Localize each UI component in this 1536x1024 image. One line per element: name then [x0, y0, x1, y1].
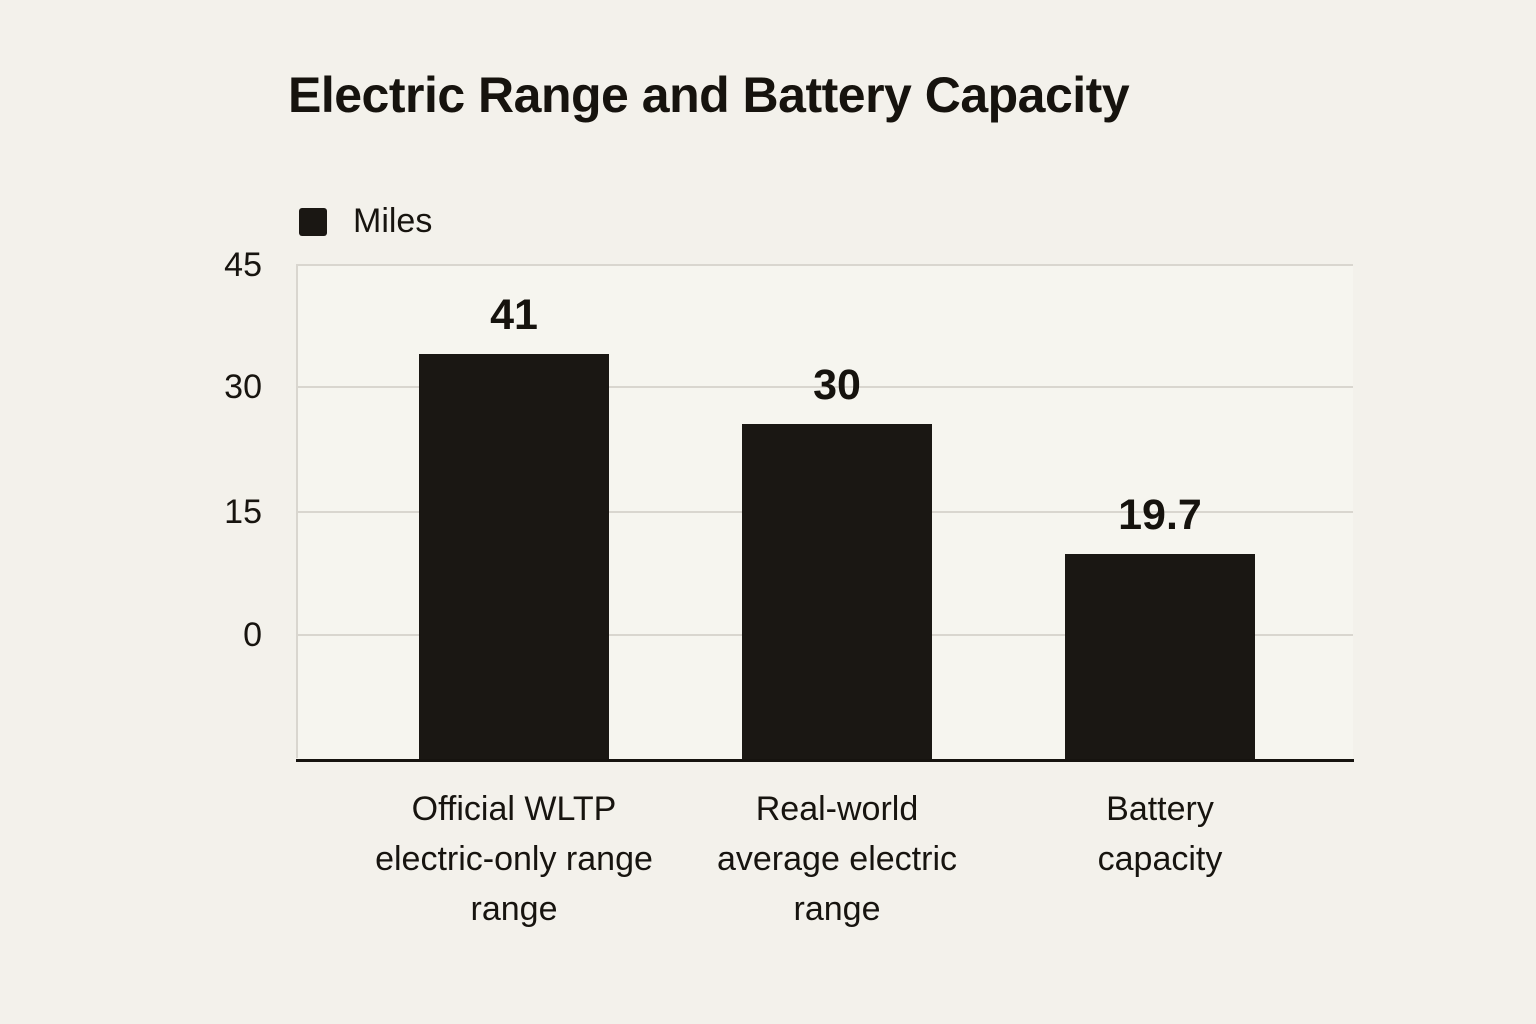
bar-value-label-1: 41 — [490, 291, 538, 339]
bar-1 — [419, 354, 609, 761]
legend: Miles — [299, 202, 432, 241]
bar-2 — [742, 424, 932, 761]
y-axis-line — [296, 264, 298, 758]
gridline-y-30 — [298, 386, 1353, 388]
x-category-label-3: Battery capacity — [1097, 790, 1223, 878]
legend-swatch-icon — [299, 207, 327, 236]
y-tick-label-15: 15 — [224, 493, 262, 531]
y-tick-label-45: 45 — [224, 246, 262, 284]
bar-value-label-3: 19.7 — [1118, 491, 1202, 539]
gridline-y-45 — [298, 264, 1353, 266]
x-axis-line — [296, 759, 1354, 762]
plot-area — [298, 264, 1353, 761]
y-tick-label-30: 30 — [224, 368, 262, 406]
y-tick-label-0: 0 — [243, 616, 262, 654]
x-category-label-1: Official WLTP electric-only range range — [375, 790, 653, 928]
bar-value-label-2: 30 — [813, 361, 861, 409]
x-category-label-2: Real-world average electric range — [716, 790, 957, 928]
bar-3 — [1065, 554, 1255, 761]
chart-title: Electric Range and Battery Capacity — [288, 67, 1130, 123]
legend-label: Miles — [353, 202, 433, 240]
